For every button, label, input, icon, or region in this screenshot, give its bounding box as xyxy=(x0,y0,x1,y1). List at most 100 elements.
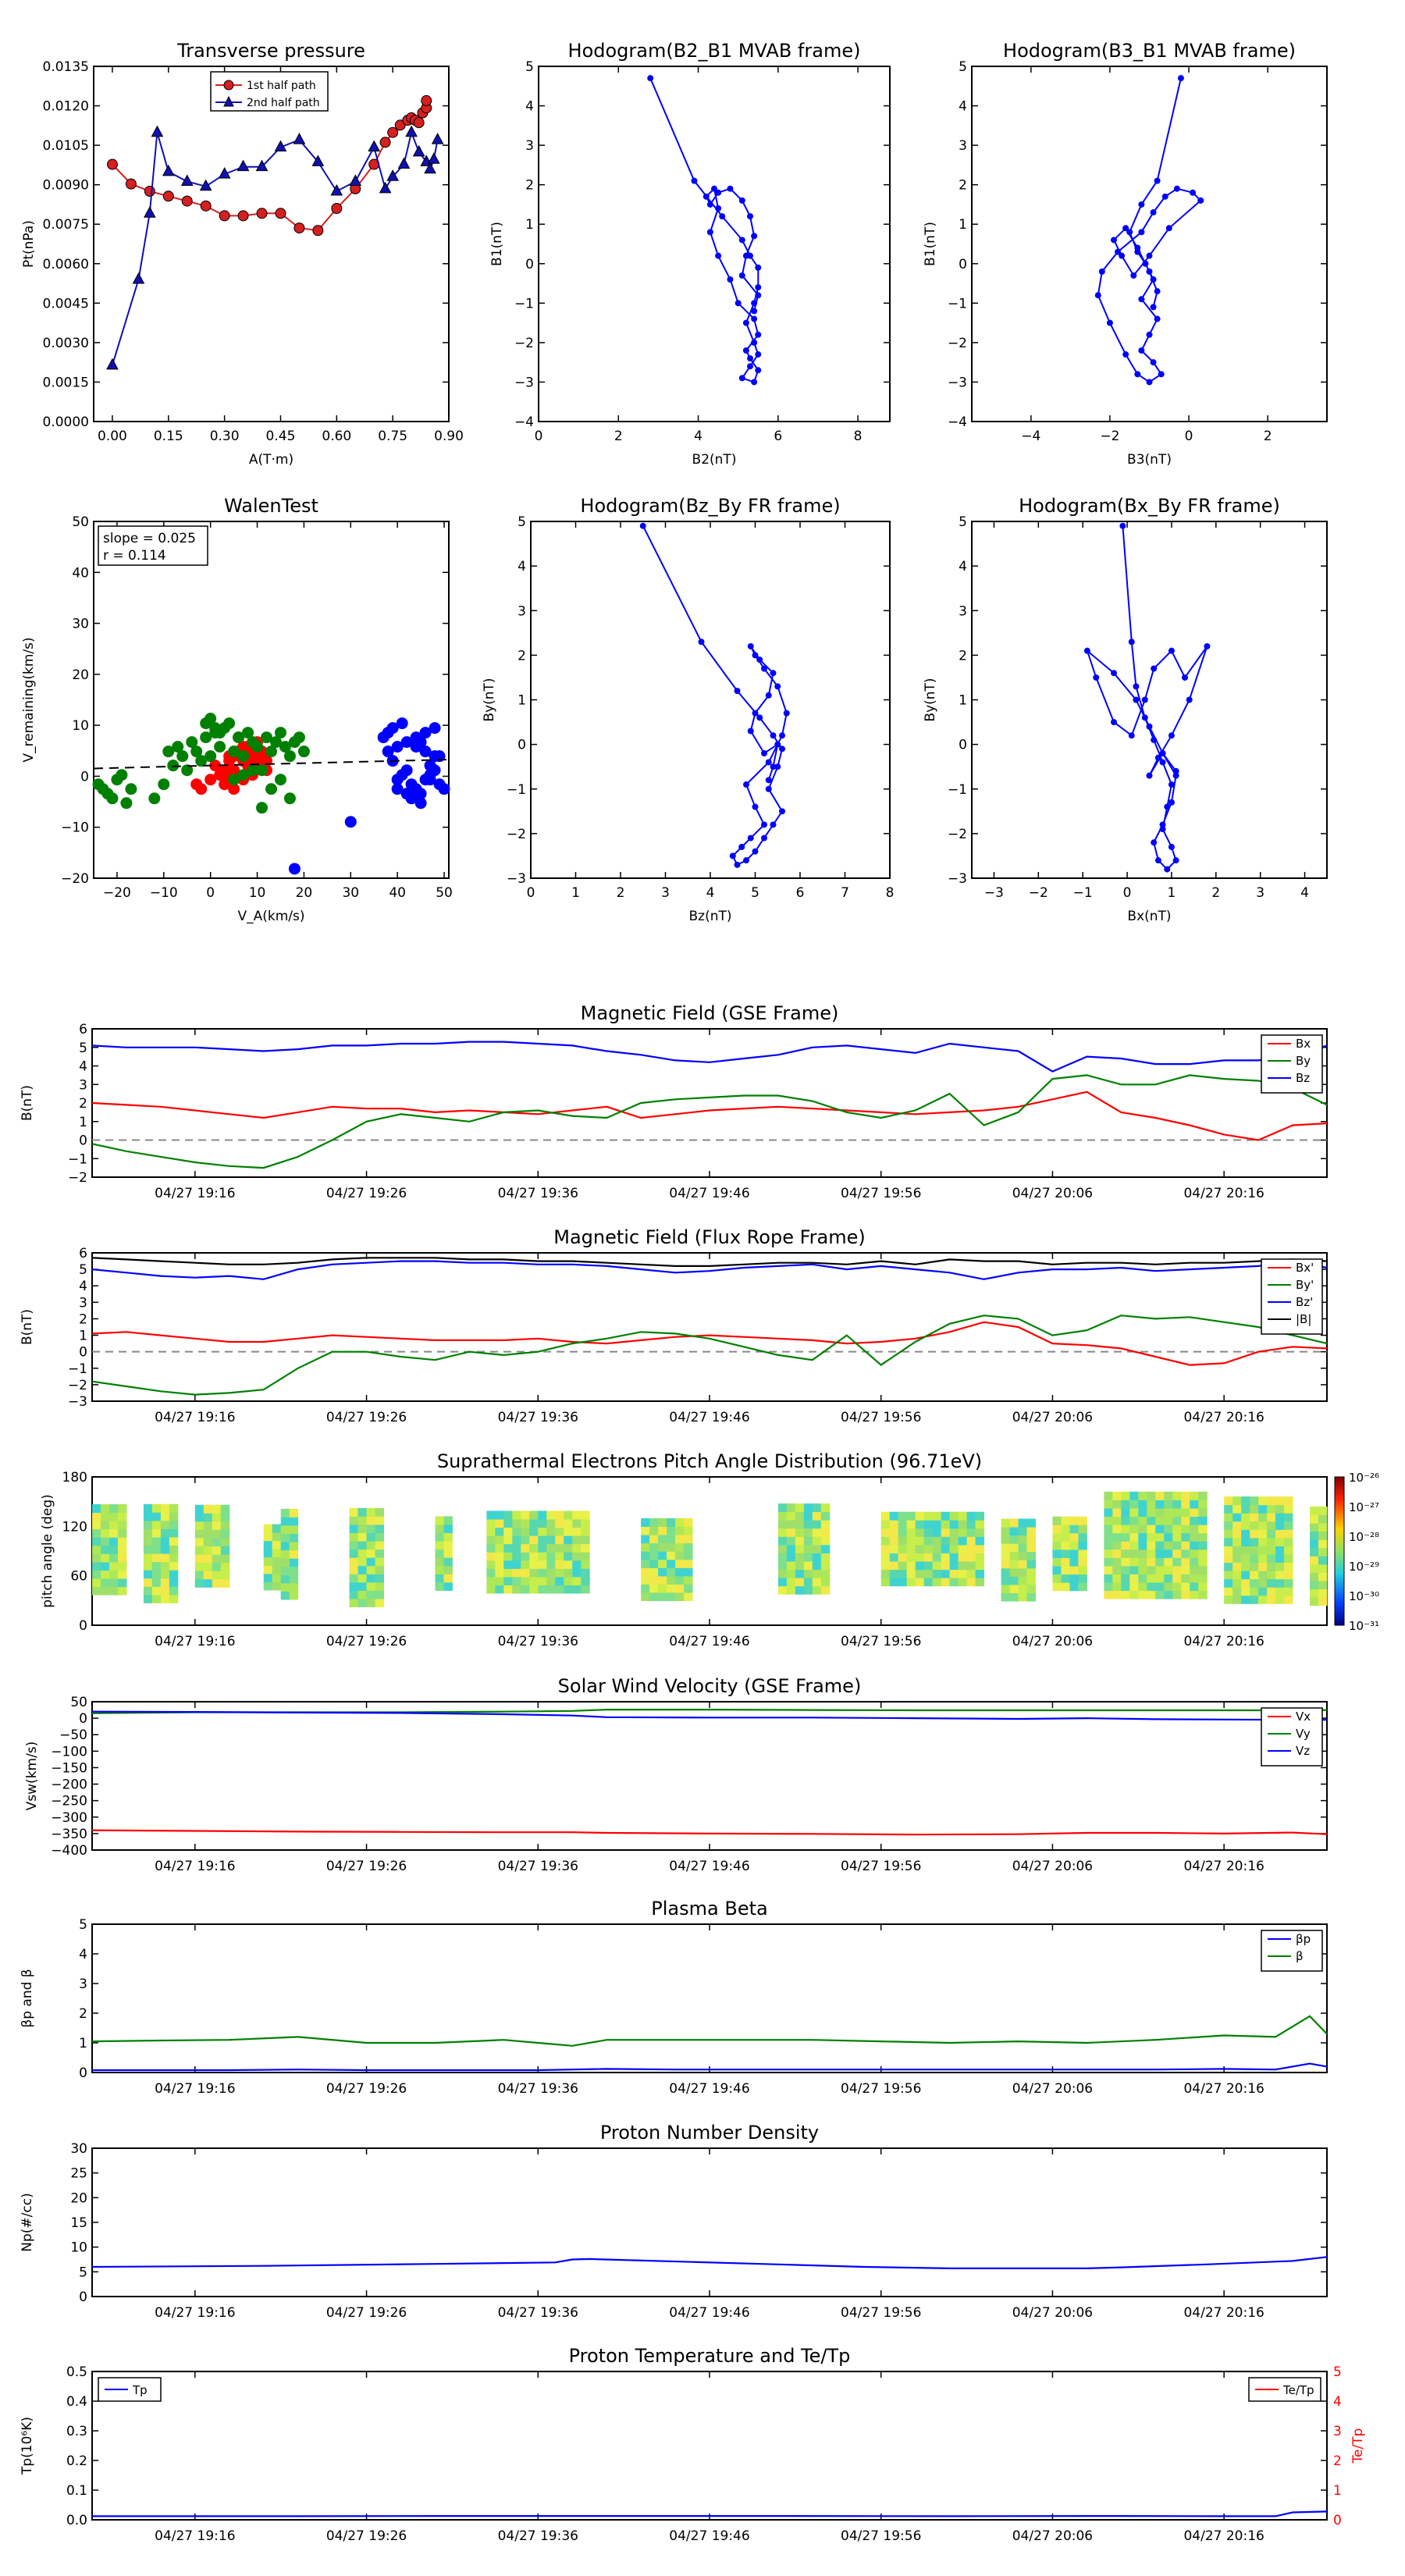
heatmap-cell xyxy=(812,1536,822,1546)
heatmap-cell xyxy=(1138,1557,1147,1567)
legend-label: Bx' xyxy=(1296,1261,1314,1275)
x-axis-label: V_A(km/s) xyxy=(237,909,304,924)
heatmap-cell xyxy=(546,1519,556,1528)
y-tick-label: −3 xyxy=(514,375,534,390)
scatter-point xyxy=(162,745,175,758)
heatmap-cell xyxy=(777,1560,788,1571)
x-tick-label: 3 xyxy=(661,885,670,901)
heatmap-cell xyxy=(529,1519,539,1528)
heatmap-cell xyxy=(512,1576,521,1585)
y-tick-label: −300 xyxy=(51,1810,87,1826)
heatmap-cell xyxy=(435,1516,444,1525)
heatmap-cell xyxy=(169,1561,179,1571)
heatmap-cell xyxy=(1284,1513,1293,1522)
legend-label: By' xyxy=(1296,1278,1314,1292)
heatmap-cell xyxy=(212,1529,222,1539)
data-point xyxy=(647,75,654,82)
heatmap-cell xyxy=(1275,1504,1285,1514)
heatmap-cell xyxy=(1121,1549,1130,1558)
chart-title: Hodogram(Bx_By FR frame) xyxy=(1019,495,1280,517)
heatmap-cell xyxy=(160,1520,170,1529)
data-point xyxy=(421,94,432,106)
y-tick-label: 20 xyxy=(70,2190,87,2206)
heatmap-cell xyxy=(1250,1529,1259,1539)
heatmap-cell xyxy=(546,1543,556,1553)
heatmap-cell xyxy=(1147,1525,1156,1534)
heatmap-cell xyxy=(1009,1543,1019,1553)
heatmap-cell xyxy=(1026,1518,1036,1528)
y-tick-label: 5 xyxy=(518,514,526,530)
heatmap-cell xyxy=(1104,1565,1113,1574)
heatmap-cell xyxy=(649,1542,659,1552)
heatmap-cell xyxy=(1172,1549,1182,1558)
y-tick-label: 5 xyxy=(79,1262,87,1278)
heatmap-cell xyxy=(786,1503,796,1513)
data-point xyxy=(774,763,781,770)
heatmap-cell xyxy=(512,1552,521,1561)
heatmap-cell xyxy=(143,1553,153,1563)
y-tick-label: 0 xyxy=(525,257,534,272)
heatmap-cell xyxy=(272,1557,282,1566)
heatmap-cell xyxy=(803,1503,813,1513)
heatmap-cell xyxy=(117,1570,127,1579)
x-tick-label: 2 xyxy=(614,429,623,444)
x-tick-label: 04/27 19:36 xyxy=(498,1410,578,1425)
data-point xyxy=(639,522,646,529)
heatmap-cell xyxy=(1224,1537,1233,1546)
heatmap-cell xyxy=(777,1569,788,1578)
legend-label: Te/Tp xyxy=(1282,2383,1314,2397)
heatmap-cell xyxy=(1121,1574,1130,1583)
heatmap-cell xyxy=(1164,1516,1173,1525)
heatmap-cell xyxy=(1138,1507,1147,1517)
heatmap-cell xyxy=(1310,1589,1319,1598)
x-tick-label: −4 xyxy=(1021,429,1040,444)
heatmap-cell xyxy=(100,1504,110,1514)
heatmap-cell xyxy=(1018,1518,1027,1528)
y-tick-label: 0.0075 xyxy=(43,217,89,233)
heatmap-cell xyxy=(975,1511,985,1521)
y-tick-label: 2 xyxy=(959,648,967,664)
y-tick-label: 0.0135 xyxy=(43,59,89,75)
heatmap-cell xyxy=(1284,1537,1293,1546)
heatmap-cell xyxy=(572,1543,582,1553)
heatmap-cell xyxy=(812,1520,822,1529)
heatmap-cell xyxy=(272,1524,282,1533)
heatmap-cell xyxy=(880,1544,891,1553)
heatmap-cell xyxy=(357,1565,368,1574)
scatter-point xyxy=(214,741,226,753)
heatmap-cell xyxy=(975,1569,985,1578)
heatmap-cell xyxy=(443,1541,453,1550)
heatmap-cell xyxy=(1172,1574,1182,1583)
heatmap-cell xyxy=(503,1510,513,1520)
heatmap-cell xyxy=(812,1528,822,1537)
heatmap-cell xyxy=(443,1582,453,1591)
heatmap-cell xyxy=(555,1527,564,1536)
heatmap-cell xyxy=(117,1586,127,1596)
heatmap-cell xyxy=(786,1585,796,1595)
heatmap-cell xyxy=(1112,1582,1122,1592)
heatmap-cell xyxy=(641,1535,650,1544)
heatmap-cell xyxy=(1232,1553,1242,1564)
y-tick-label: 0.0000 xyxy=(43,415,89,430)
heatmap-cell xyxy=(117,1521,127,1530)
chart-panel-h2: Hodogram(B3_B1 MVAB frame)−4−3−2−1012345… xyxy=(923,40,1328,468)
heatmap-cell xyxy=(564,1535,573,1545)
heatmap-cell xyxy=(1181,1582,1190,1592)
x-tick-label: 0.00 xyxy=(98,429,127,444)
heatmap-cell xyxy=(92,1586,101,1596)
heatmap-cell xyxy=(795,1560,805,1571)
heatmap-cell xyxy=(1026,1527,1036,1536)
heatmap-cell xyxy=(684,1567,693,1577)
heatmap-cell xyxy=(512,1560,521,1569)
heatmap-cell xyxy=(958,1536,968,1546)
data-point xyxy=(1150,304,1157,311)
heatmap-cell xyxy=(194,1513,205,1522)
heatmap-cell xyxy=(1104,1525,1113,1534)
heatmap-cell xyxy=(194,1529,205,1539)
data-point xyxy=(1142,260,1149,267)
heatmap-cell xyxy=(1147,1507,1156,1517)
x-tick-label: 0 xyxy=(535,429,543,444)
heatmap-cell xyxy=(486,1552,496,1561)
heatmap-cell xyxy=(263,1573,273,1582)
y-tick-label: 10 xyxy=(70,2240,87,2256)
